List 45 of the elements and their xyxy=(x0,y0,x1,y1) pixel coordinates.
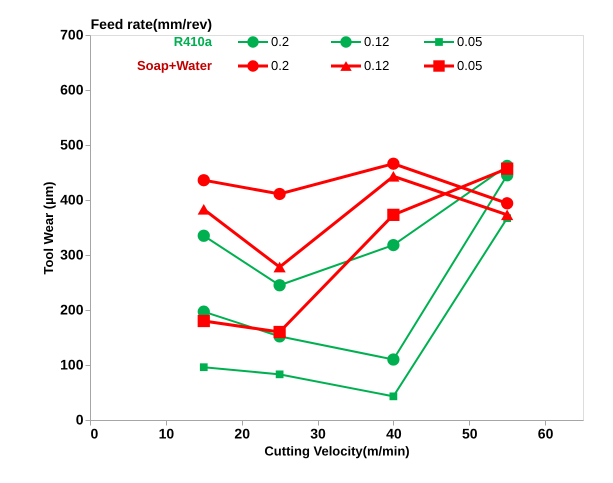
point xyxy=(198,174,210,186)
legend-label: 0.2 xyxy=(271,34,290,49)
point xyxy=(273,279,286,292)
y-tick-label: 500 xyxy=(60,136,84,152)
point xyxy=(273,262,286,272)
y-tick-label: 100 xyxy=(60,356,84,372)
point xyxy=(390,392,398,400)
point xyxy=(501,197,514,210)
annotation: R410a xyxy=(174,34,213,49)
point xyxy=(501,162,514,175)
legend-label: 0.2 xyxy=(271,58,290,73)
annotation: Soap+Water xyxy=(136,58,212,73)
x-tick-label: 30 xyxy=(310,426,326,442)
y-tick-label: 0 xyxy=(76,412,84,428)
y-tick-label: 400 xyxy=(60,192,84,208)
point xyxy=(387,208,400,221)
y-axis-title: Tool Wear (µm) xyxy=(41,182,56,274)
point xyxy=(387,353,400,366)
point xyxy=(198,314,210,328)
legend-label: 0.05 xyxy=(457,58,482,73)
legend-title: Feed rate(mm/rev) xyxy=(90,16,212,32)
point xyxy=(273,188,286,200)
x-tick-label: 50 xyxy=(462,426,478,442)
point xyxy=(387,171,400,182)
point xyxy=(501,210,514,220)
y-tick-label: 600 xyxy=(60,82,84,98)
x-tick-label: 10 xyxy=(158,426,174,442)
y-tick-label: 300 xyxy=(60,246,84,262)
legend-label: 0.12 xyxy=(364,34,390,49)
y-tick-label: 200 xyxy=(60,302,84,318)
y-tick-label: 700 xyxy=(60,26,84,42)
legend-label: 0.12 xyxy=(364,58,390,73)
point xyxy=(200,363,208,372)
point xyxy=(387,238,400,252)
x-tick-label: 0 xyxy=(90,426,98,442)
point xyxy=(198,204,210,215)
x-axis-title: Cutting Velocity(m/min) xyxy=(264,444,410,458)
point xyxy=(276,370,284,378)
legend-label: 0.05 xyxy=(457,34,482,49)
x-tick-label: 40 xyxy=(386,426,402,442)
point xyxy=(198,230,210,242)
x-tick-label: 20 xyxy=(234,426,250,442)
point xyxy=(273,326,286,338)
point xyxy=(387,158,400,170)
x-tick-label: 60 xyxy=(538,426,554,442)
